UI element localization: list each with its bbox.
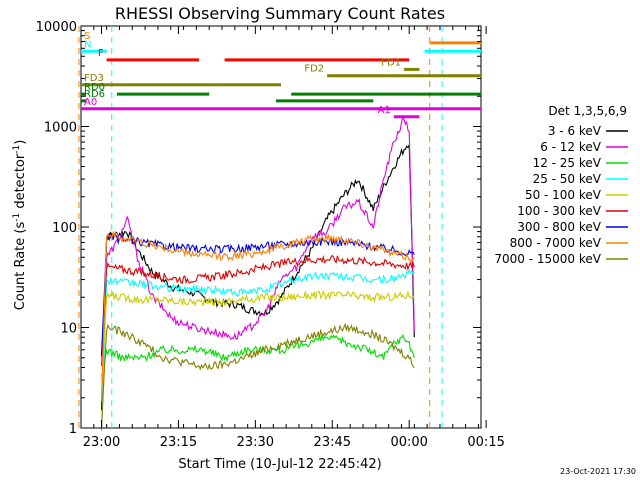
legend: Det 1,3,5,6,9 3 - 6 keV 6 - 12 keV 12 - 25… xyxy=(494,104,628,266)
y-tick-label: 10 xyxy=(60,322,77,337)
legend-entry-label: 800 - 7000 keV xyxy=(510,236,602,250)
x-tick-label: 23:30 xyxy=(237,435,274,450)
flag-label: S xyxy=(84,31,90,42)
y-tick-label: 10000 xyxy=(36,20,77,35)
y-label-sup-1: -1 xyxy=(12,213,22,222)
x-tick-label: 23:00 xyxy=(83,435,120,450)
legend-entry-label: 3 - 6 keV xyxy=(548,124,602,138)
flag-label: FD1 xyxy=(381,57,401,68)
flag-label: RD0 xyxy=(84,82,105,93)
y-label-sup-2: -1 xyxy=(12,145,22,154)
data-series xyxy=(100,116,415,431)
legend-entry-label: 300 - 800 keV xyxy=(517,220,601,234)
legend-title: Det 1,3,5,6,9 xyxy=(548,104,627,118)
flag-label: FD2 xyxy=(304,64,324,75)
x-tick-label: 00:15 xyxy=(467,435,504,450)
flag-label: FD3 xyxy=(84,73,104,84)
x-axis-ticks: 23:00 23:15 23:30 23:45 00:00 00:15 xyxy=(80,26,505,450)
flag-label: A0 xyxy=(84,97,97,108)
y-label-part-2: detector xyxy=(13,153,28,213)
legend-entry-label: 25 - 50 keV xyxy=(533,172,602,186)
y-label-part-1: Count Rate (s xyxy=(13,222,28,311)
series-line xyxy=(100,322,415,430)
series-line xyxy=(100,254,415,357)
boundary-lines xyxy=(78,26,443,428)
legend-entry-label: 6 - 12 keV xyxy=(540,140,602,154)
y-tick-label: 1000 xyxy=(44,121,77,136)
series-line xyxy=(100,289,415,399)
plot-frame xyxy=(80,25,482,429)
series-line xyxy=(100,268,415,431)
legend-entry-label: 12 - 25 keV xyxy=(533,156,602,170)
series-line xyxy=(100,230,415,402)
series-line xyxy=(100,116,415,366)
x-tick-label: 00:00 xyxy=(390,435,427,450)
flag-label: F xyxy=(98,48,104,59)
x-tick-label: 23:45 xyxy=(314,435,351,450)
x-tick-label: 23:15 xyxy=(160,435,197,450)
y-tick-label: 1 xyxy=(69,422,77,437)
legend-entry-label: 100 - 300 keV xyxy=(517,204,601,218)
series-line xyxy=(100,143,415,411)
y-axis-label: Count Rate (s-1 detector-1) xyxy=(12,140,28,311)
plot-area xyxy=(80,25,482,429)
y-label-part-3: ) xyxy=(13,140,28,145)
chart-title: RHESSI Observing Summary Count Rates xyxy=(115,4,445,23)
flag-label: A1 xyxy=(378,105,391,116)
y-tick-label: 100 xyxy=(52,221,77,236)
legend-entry-label: 7000 - 15000 keV xyxy=(494,252,601,266)
footer-timestamp: 23-Oct-2021 17:30 xyxy=(560,467,636,476)
flag-label: RD6 xyxy=(84,89,105,100)
y-axis-ticks: 1 10 100 1000 10000 xyxy=(36,20,481,437)
x-axis-label: Start Time (10-Jul-12 22:45:42) xyxy=(178,457,381,472)
legend-entry-label: 50 - 100 keV xyxy=(525,188,602,202)
flag-label: N xyxy=(84,39,91,50)
